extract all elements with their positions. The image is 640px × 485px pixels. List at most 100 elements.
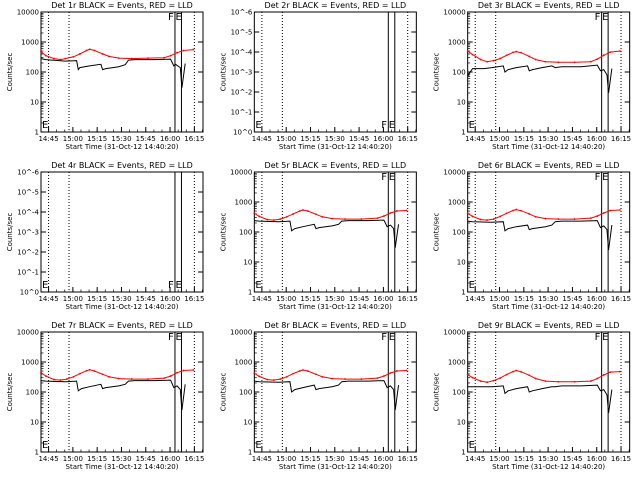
x-tick-label: 14:45 [38,455,58,463]
y-tick-label: 1000 [448,39,466,47]
x-axis-label: Start Time (31-Oct-12 14:40:20) [492,143,605,151]
x-tick-label: 16:00 [373,135,393,143]
chart-title: Det 3r BLACK = Events, RED = LLD [478,1,620,10]
lld-point [486,60,489,63]
x-axis-label: Start Time (31-Oct-12 14:40:20) [66,303,179,311]
y-tick-label: 10000 [443,329,465,337]
lld-point [505,54,508,57]
corner-flag: E [42,120,48,131]
x-tick-label: 15:30 [538,295,558,303]
x-tick-label: 15:00 [63,455,83,463]
lld-point [292,213,295,215]
x-tick-label: 15:45 [349,135,369,143]
y-tick-label: 1000 [448,359,466,367]
flag-e: E [602,12,608,23]
x-tick-label: 14:45 [465,135,485,143]
panel-det-5: Det 5r BLACK = Events, RED = LLD 1 10 100 10… [219,161,417,311]
flag-e: E [175,332,181,343]
lld-point [117,57,120,60]
panel-det-9: Det 9r BLACK = Events, RED = LLD 1 10 100 10… [433,321,631,471]
flag-f: F [168,280,174,291]
chart-title: Det 1r BLACK = Events, RED = LLD [51,1,193,10]
series-events-line [467,64,613,94]
lld-point [192,369,195,371]
x-tick-label: 14:45 [465,295,485,303]
lld-point [64,57,67,60]
lld-point [266,218,269,221]
lld-point [147,378,149,380]
corner-flag: E [469,120,475,131]
y-tick-label: 10 [30,99,39,107]
lld-point [331,217,333,220]
x-tick-label: 16:15 [611,295,631,303]
y-tick-label: 10000 [17,9,39,17]
lld-point [479,380,482,383]
lld-point [471,376,474,379]
y-axis-label: Counts/sec [433,53,441,92]
lld-point [88,368,91,371]
x-tick-label: 16:00 [160,295,180,303]
plot-frame [40,331,204,453]
y-tick-label: 1000 [21,39,39,47]
x-tick-label: 15:30 [111,455,131,463]
y-axis-label: Counts/sec [6,53,14,92]
y-tick-label: 1 [461,449,465,457]
lld-point [344,378,346,380]
y-tick-label: 1000 [235,359,253,367]
series-lld-line [40,48,194,61]
lld-point [499,215,501,218]
lld-point [169,375,172,377]
flag-e: E [175,12,181,23]
lld-point [609,51,612,54]
panel-det-3: Det 3r BLACK = Events, RED = LLD 1 10 100 10… [433,1,631,151]
corner-flag: E [255,440,261,451]
chart-title: Det 6r BLACK = Events, RED = LLD [478,161,620,170]
x-tick-label: 15:30 [538,455,558,463]
flag-f: F [168,332,174,343]
x-tick-label: 14:45 [38,295,58,303]
y-tick-label: 10^-1 [231,109,253,117]
y-tick-label: 10^-4 [17,209,39,217]
lld-point [360,378,363,380]
y-axis-label: Counts/sec [219,53,227,92]
lld-point [596,58,599,60]
lld-point [405,369,408,372]
x-axis-label: Start Time (31-Oct-12 14:40:20) [279,463,392,471]
x-tick-label: 15:00 [63,295,83,303]
corner-flag: E [255,120,261,131]
lld-point [279,378,282,380]
plot-frame [253,331,417,453]
x-axis-label: Start Time (31-Oct-12 14:40:20) [492,463,605,471]
lld-point [59,379,62,381]
plot-frame [253,11,417,133]
lld-point [479,58,482,61]
lld-point [405,209,408,212]
lld-point [557,218,560,220]
lld-point [505,212,508,215]
y-axis-label: Counts/sec [6,213,14,252]
x-tick-label: 15:45 [562,135,582,143]
lld-point [130,57,133,60]
lld-point [253,212,256,215]
y-axis-label: Counts/sec [219,213,227,252]
flag-f: F [168,12,174,23]
lld-point [314,213,317,216]
y-tick-label: 10000 [443,169,465,177]
lld-point [53,378,55,381]
y-tick-label: 100 [26,389,39,397]
y-tick-label: 100 [452,69,465,77]
x-tick-label: 16:15 [184,295,204,303]
x-axis-label: Start Time (31-Oct-12 14:40:20) [66,143,179,151]
chart-title: Det 7r BLACK = Events, RED = LLD [51,321,193,330]
series-lld-line [467,369,620,383]
y-tick-label: 1 [248,289,252,297]
x-tick-label: 16:15 [184,135,204,143]
series-events-line [254,219,400,248]
flag-e: E [389,172,395,183]
lld-point [163,56,166,59]
lld-point [258,215,261,218]
lld-point [512,370,514,373]
plot-frame [253,171,417,293]
x-tick-label: 16:00 [587,295,607,303]
lld-point [544,60,547,63]
